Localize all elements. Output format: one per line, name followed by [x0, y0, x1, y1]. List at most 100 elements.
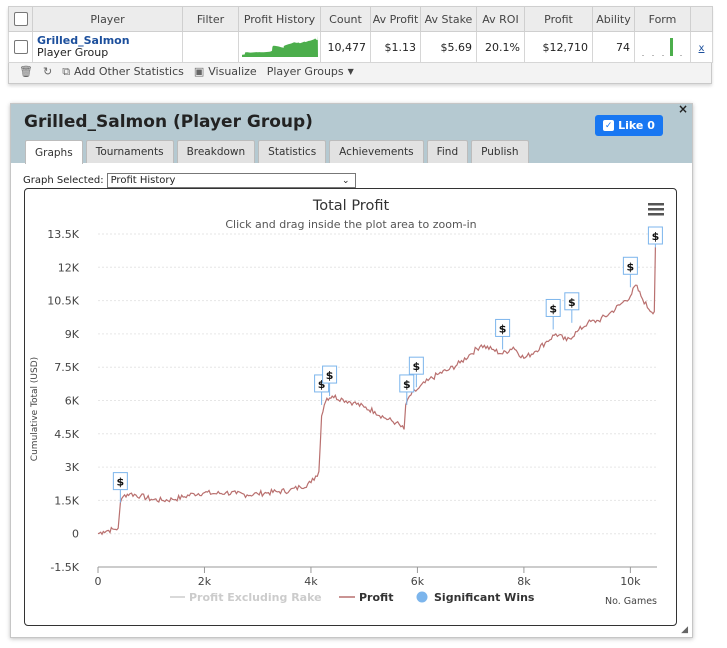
header-filter[interactable]: Filter	[182, 6, 239, 32]
profit-chart[interactable]: Total Profit Click and drag inside the p…	[25, 189, 677, 626]
x-tick-label: 8k	[517, 575, 531, 588]
y-tick-label: 6K	[65, 395, 80, 408]
significant-win-flag[interactable]: $	[622, 256, 638, 288]
y-tick-label: 4.5K	[54, 428, 79, 441]
significant-win-label: $	[318, 378, 326, 391]
y-axis-ticks: -1.5K 0 1.5K 3K 4.5K 6K 7.5K 9K 10.5K 12K 13.5K	[47, 228, 79, 574]
significant-win-label: $	[652, 230, 660, 243]
chart-grid	[98, 233, 657, 568]
legend-label-significant-wins: Significant Wins	[434, 591, 535, 604]
legend-item-excluding-rake[interactable]: Profit Excluding Rake	[170, 591, 322, 604]
header-ability[interactable]: Ability	[592, 6, 635, 32]
y-tick-label: 0	[72, 528, 79, 541]
table-header-row: Player Filter Profit History Count Av Pr…	[8, 6, 713, 32]
tab-find[interactable]: Find	[426, 140, 469, 163]
table-toolbar: 🗑 ↻ ⧉ Add Other Statistics ▣ Visualize P…	[9, 60, 711, 83]
significant-win-label: $	[568, 296, 576, 309]
tab-breakdown[interactable]: Breakdown	[176, 140, 256, 163]
refresh-icon[interactable]: ↻	[42, 65, 53, 78]
legend-item-significant-wins[interactable]: Significant Wins	[416, 591, 535, 604]
like-label: Like 0	[618, 119, 655, 132]
profit-chart-container[interactable]: Total Profit Click and drag inside the p…	[24, 188, 677, 626]
player-type: Player Group	[37, 46, 109, 59]
profit-value: $12,710	[524, 31, 593, 63]
player-groups-dropdown[interactable]: Player Groups ▼	[267, 65, 354, 78]
av-profit-value: $1.13	[370, 31, 421, 63]
x-tick-label: 10k	[620, 575, 641, 588]
player-panel: Grilled_Salmon (Player Group) ✓ Like 0 ×…	[10, 102, 693, 638]
y-tick-label: 13.5K	[47, 228, 79, 241]
graph-select[interactable]: Profit History ⌄	[106, 173, 356, 188]
y-tick-label: 9K	[65, 328, 80, 341]
tab-tournaments[interactable]: Tournaments	[85, 140, 174, 163]
significant-wins-flags: $$$$$$$$$$	[112, 226, 663, 503]
y-tick-label: 12K	[58, 261, 80, 274]
chart-menu-icon[interactable]	[648, 203, 664, 216]
header-av-roi[interactable]: Av ROI	[476, 6, 525, 32]
close-icon[interactable]: ×	[678, 102, 689, 116]
remove-cell: x	[690, 31, 713, 63]
player-groups-label: Player Groups	[266, 65, 344, 78]
row-checkbox[interactable]	[13, 40, 28, 54]
add-statistics-button[interactable]: ⧉ Add Other Statistics	[62, 65, 184, 79]
chart-title: Total Profit	[312, 198, 390, 214]
significant-win-flag[interactable]: $	[112, 472, 128, 503]
significant-win-flag[interactable]: $	[564, 292, 580, 323]
resize-handle-icon[interactable]: ◢	[681, 625, 688, 635]
chart-legend: Profit Excluding Rake Profit Significant…	[170, 591, 535, 604]
player-stats-table: Player Filter Profit History Count Av Pr…	[8, 6, 713, 84]
header-av-profit[interactable]: Av Profit	[370, 6, 421, 32]
panel-title: Grilled_Salmon (Player Group)	[24, 112, 313, 132]
significant-win-label: $	[403, 378, 411, 391]
y-tick-label: 10.5K	[47, 295, 79, 308]
significant-win-flag[interactable]: $	[647, 226, 663, 248]
header-remove	[690, 6, 713, 32]
form-cell	[634, 31, 691, 63]
header-form[interactable]: Form	[634, 6, 691, 32]
y-tick-label: 1.5K	[54, 494, 79, 507]
header-profit[interactable]: Profit	[524, 6, 593, 32]
panel-header: Grilled_Salmon (Player Group) ✓ Like 0 ×…	[11, 102, 692, 164]
thumbs-up-icon: ✓	[603, 120, 615, 131]
profit-history-sparkline[interactable]	[242, 34, 318, 57]
add-statistics-label: Add Other Statistics	[74, 65, 184, 78]
tab-graphs[interactable]: Graphs	[25, 140, 83, 164]
x-tick-label: 6k	[411, 575, 425, 588]
image-icon: ▣	[193, 65, 205, 78]
profit-series-line[interactable]	[97, 247, 656, 536]
legend-label-excluding-rake: Profit Excluding Rake	[189, 591, 322, 604]
tab-achievements[interactable]: Achievements	[329, 140, 424, 163]
significant-win-flag[interactable]: $	[399, 374, 415, 405]
significant-win-flag[interactable]: $	[545, 298, 561, 330]
legend-item-profit[interactable]: Profit	[339, 591, 393, 604]
header-player[interactable]: Player	[32, 6, 183, 32]
player-name-link[interactable]: Grilled_Salmon	[37, 34, 130, 47]
significant-win-label: $	[499, 322, 507, 335]
visualize-button[interactable]: ▣ Visualize	[194, 65, 257, 78]
visualize-label: Visualize	[208, 65, 257, 78]
significant-win-label: $	[627, 260, 635, 273]
tab-statistics[interactable]: Statistics	[258, 140, 327, 163]
chevron-down-icon: ⌄	[342, 175, 350, 186]
x-tick-label: 2k	[198, 575, 212, 588]
significant-win-flag[interactable]: $	[495, 318, 511, 350]
select-all-checkbox[interactable]	[13, 12, 28, 26]
significant-win-label: $	[413, 360, 421, 373]
stats-grid: Player Filter Profit History Count Av Pr…	[8, 6, 713, 63]
facebook-like-button[interactable]: ✓ Like 0	[595, 115, 663, 136]
x-tick-label: 0	[95, 575, 102, 588]
remove-row-link[interactable]: x	[698, 42, 705, 54]
header-profit-history[interactable]: Profit History	[238, 6, 321, 32]
significant-win-flag[interactable]: $	[322, 365, 338, 397]
significant-win-flag[interactable]: $	[408, 356, 424, 388]
profit-history-cell	[238, 31, 321, 63]
filter-cell	[182, 31, 239, 63]
tab-publish[interactable]: Publish	[471, 140, 529, 163]
form-chart[interactable]	[638, 34, 688, 57]
header-av-stake[interactable]: Av Stake	[420, 6, 477, 32]
trash-icon[interactable]: 🗑	[19, 65, 33, 78]
header-count[interactable]: Count	[320, 6, 371, 32]
x-axis-label: No. Games	[605, 596, 657, 607]
graph-selected-label: Graph Selected:	[23, 175, 104, 186]
columns-icon: ⧉	[62, 64, 71, 78]
